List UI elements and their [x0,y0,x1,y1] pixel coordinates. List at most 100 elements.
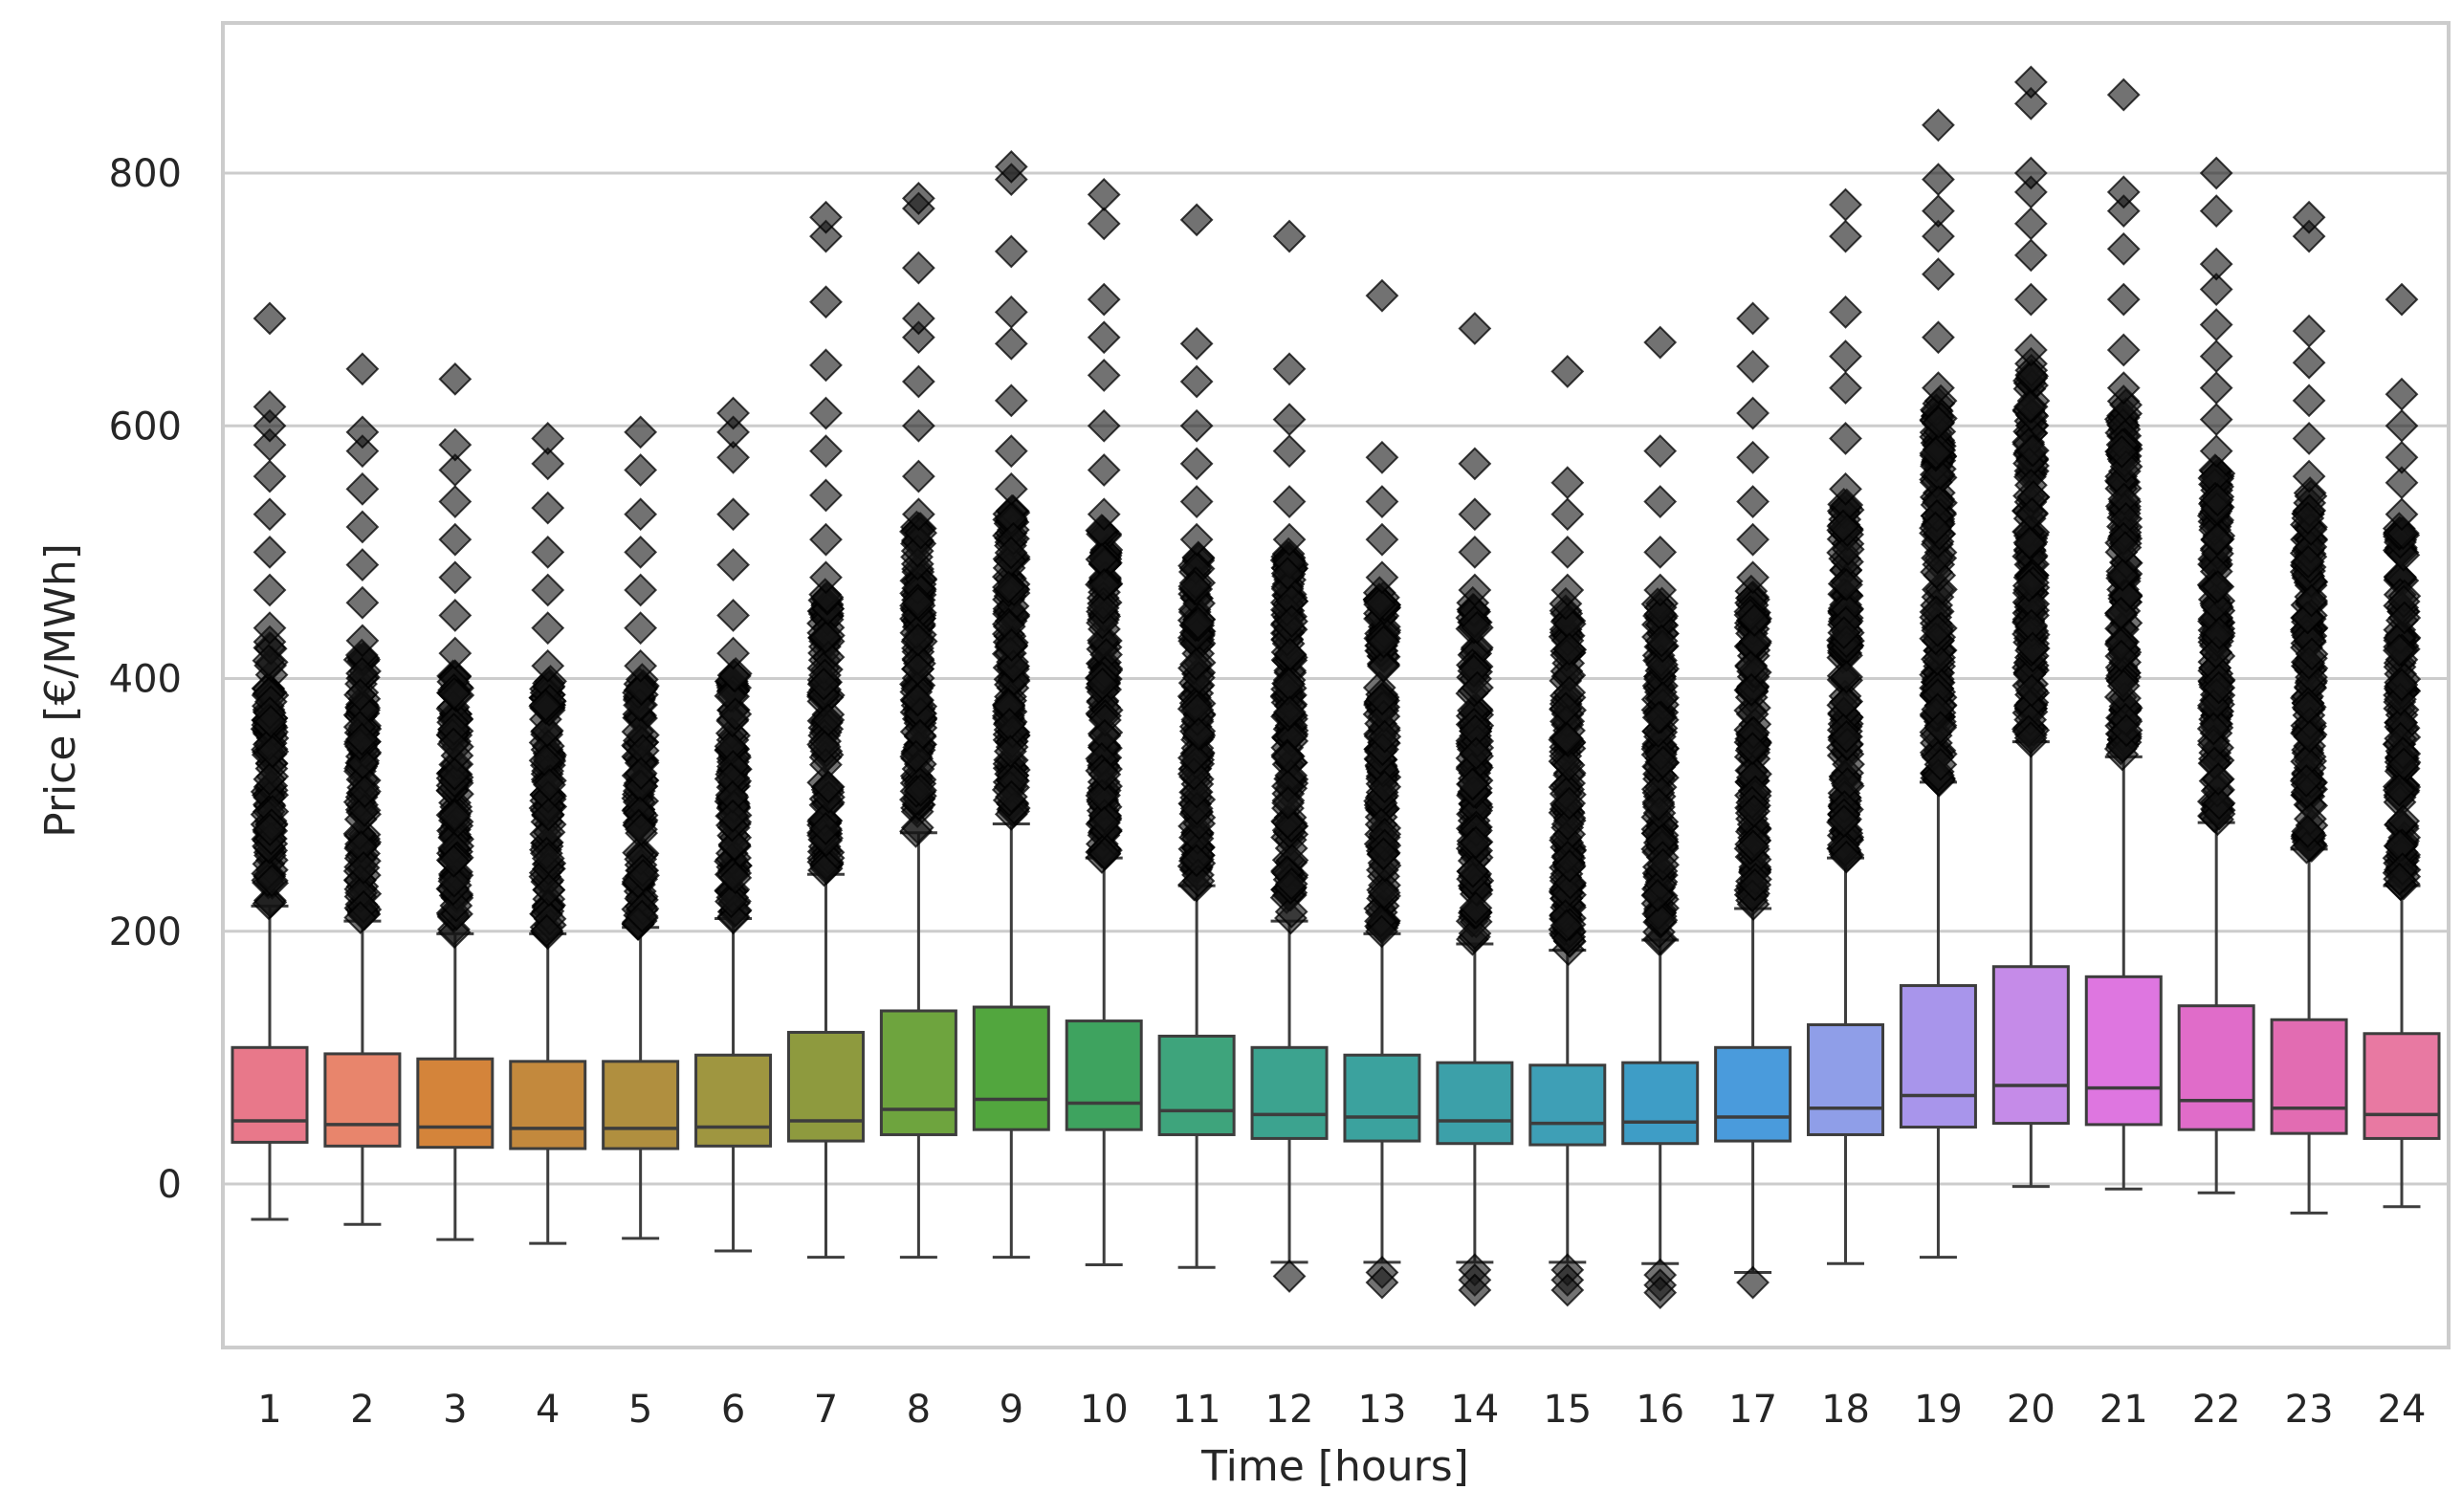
outlier-point [1365,560,1399,595]
outlier-point [1087,497,1121,532]
outlier-point [1179,485,1214,518]
outlier-point [624,415,658,449]
y-tick-label: 400 [109,658,182,702]
outlier-point [2385,282,2419,317]
outlier-cloud [991,493,1031,831]
outlier-point [1550,573,1585,607]
box-group-hour-3 [416,362,495,1241]
outlier-point [1088,757,1122,792]
x-axis-label: Time [hours] [1200,1442,1469,1491]
box-group-hour-10 [1065,178,1143,1267]
outlier-point [1922,219,1955,253]
outlier-point [624,756,658,791]
outlier-point [2385,497,2419,532]
outlier-point [809,396,843,430]
outlier-point [2013,238,2048,273]
box-iqr [786,1030,865,1143]
outlier-point [1272,219,1307,253]
outlier-point [1923,711,1958,745]
outlier-point [1641,700,1676,734]
outlier-point [626,858,660,892]
outlier-point [1736,485,1770,518]
box-iqr [509,1060,587,1150]
outlier-cloud [435,659,475,950]
outlier-cloud [1733,574,1772,921]
outlier-point [2385,408,2419,443]
outlier-point [810,581,845,614]
outlier-point [343,678,377,712]
outlier-point [253,535,287,569]
outlier-point [901,683,935,717]
outlier-point [2202,786,2236,821]
box-group-hour-20 [1991,65,2070,1189]
outlier-cloud [714,657,753,935]
x-tick-label: 21 [2099,1388,2148,1432]
outlier-point [1829,471,1862,506]
outlier-point [716,415,750,449]
outlier-point [2199,194,2233,229]
outlier-point [1827,804,1861,839]
outlier-point [1176,741,1211,775]
outlier-point [1827,616,1861,650]
outlier-point [994,326,1028,361]
x-tick-label: 8 [907,1388,931,1432]
box-group-hour-21 [2084,77,2163,1191]
outlier-point [253,813,287,846]
x-tick-label: 3 [443,1388,467,1432]
outlier-point [1365,485,1399,518]
outlier-point [1365,522,1399,557]
outlier-point [1643,535,1678,569]
outlier-point [252,887,286,921]
outlier-point [1550,497,1585,532]
outlier-point [1922,320,1955,355]
outlier-point [806,667,841,701]
outlier-point [438,427,473,462]
outlier-point [2011,569,2046,603]
box-iqr [879,1009,957,1136]
outlier-point [2013,65,2048,99]
outlier-point [2015,433,2050,468]
outlier-point [1643,485,1678,518]
box-group-hour-1 [231,301,309,1221]
outlier-point [2202,670,2236,705]
outlier-point [1737,794,1771,828]
outlier-point [2012,389,2047,424]
outlier-point [2106,194,2141,229]
outlier-point [531,422,565,455]
outlier-point [2106,282,2141,317]
outlier-point [2382,633,2416,668]
box-iqr [231,1045,309,1144]
outlier-point [994,536,1028,570]
box-group-hour-13 [1343,278,1421,1300]
outlier-point [2199,371,2233,405]
outlier-point [2196,712,2231,746]
outlier-point [2292,219,2326,253]
outlier-point [2293,719,2327,754]
outlier-point [1736,829,1770,864]
outlier-point [1830,567,1863,602]
box-group-hour-24 [2363,282,2441,1209]
x-tick-label: 14 [1450,1388,1499,1432]
outlier-point [625,812,658,846]
outlier-point [2292,422,2326,455]
outlier-point [253,301,287,336]
box-iqr [1157,1034,1236,1136]
outlier-point [437,864,472,898]
outlier-cloud [2289,476,2329,865]
outlier-point [2385,516,2420,550]
outlier-point [1829,371,1862,405]
outlier-point [531,842,565,876]
outlier-point [811,770,846,804]
x-tick-label: 7 [814,1388,838,1432]
outlier-point [1738,867,1772,902]
outlier-point [346,850,381,885]
outlier-point [2295,583,2328,618]
outlier-point [1365,278,1399,313]
outlier-cloud [2196,453,2236,837]
box-group-hour-17 [1714,301,1792,1300]
outlier-point [2013,175,2048,209]
outlier-point [1734,672,1769,707]
outlier-point [1461,670,1494,705]
box-iqr [1807,1023,1885,1136]
outlier-point [1087,178,1121,211]
